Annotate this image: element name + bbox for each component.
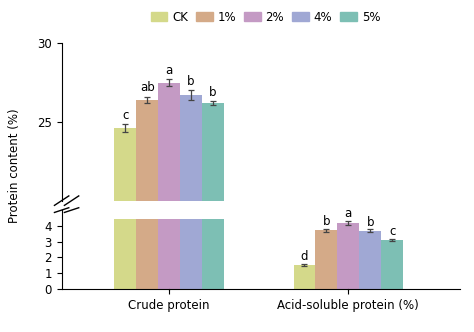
Text: Protein content (%): Protein content (%) (8, 109, 21, 223)
Text: b: b (187, 75, 195, 88)
Bar (114, 219, 137, 289)
Bar (137, 219, 158, 289)
Bar (359, 230, 381, 289)
Text: a: a (345, 207, 352, 220)
Text: c: c (389, 225, 395, 238)
Text: d: d (301, 250, 308, 264)
Text: ab: ab (140, 81, 155, 94)
Bar (158, 219, 180, 289)
Bar (114, 128, 137, 201)
Text: b: b (366, 215, 374, 228)
Bar (293, 265, 315, 289)
Bar (202, 219, 224, 289)
Text: a: a (165, 64, 173, 77)
Bar (316, 230, 337, 289)
Bar (381, 240, 403, 289)
Legend: CK, 1%, 2%, 4%, 5%: CK, 1%, 2%, 4%, 5% (146, 6, 385, 28)
Bar (202, 103, 224, 201)
Bar (180, 95, 202, 201)
Bar (137, 100, 158, 201)
Text: b: b (209, 86, 217, 99)
Bar (180, 219, 202, 289)
Text: c: c (122, 109, 128, 122)
Bar (158, 83, 180, 201)
Text: b: b (323, 215, 330, 228)
Bar (337, 223, 359, 289)
